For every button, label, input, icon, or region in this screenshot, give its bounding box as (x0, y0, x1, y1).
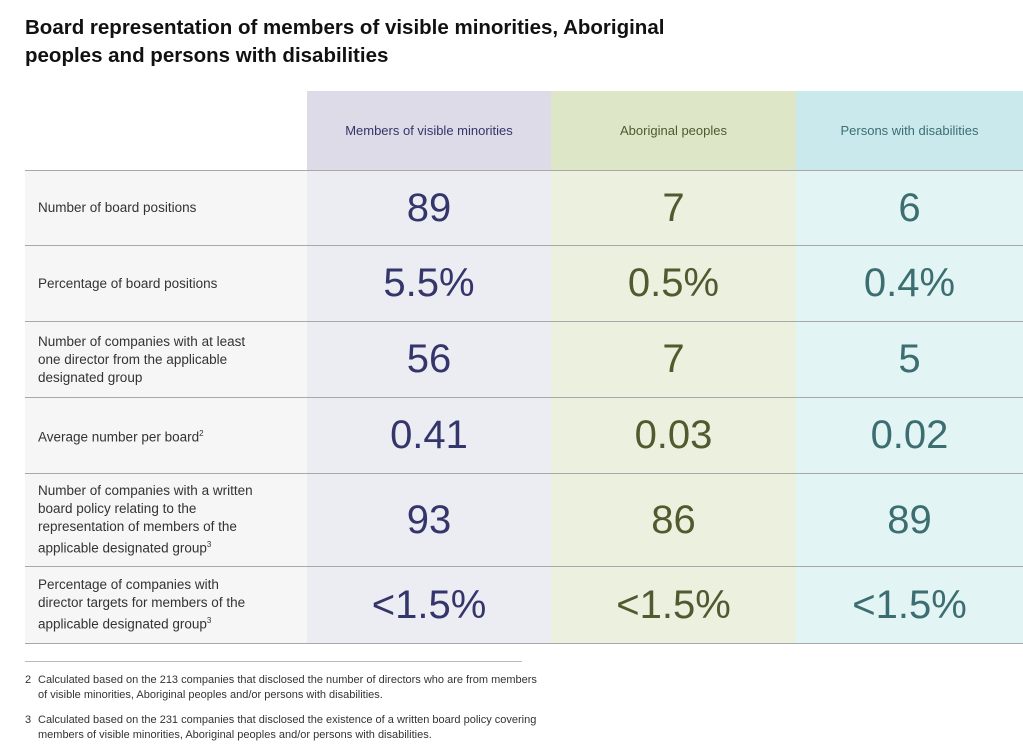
cell-value: 0.02 (796, 397, 1023, 474)
table-row: Number of companies with at least one di… (25, 321, 1023, 398)
footnote-text: Calculated based on the 213 companies th… (38, 674, 537, 701)
footnote: 2 Calculated based on the 213 companies t… (25, 673, 545, 703)
footnote-ref: 2 (199, 428, 204, 438)
cell-value: <1.5% (307, 566, 551, 644)
row-label: Average number per board2 (25, 397, 307, 474)
cell-value: 5.5% (307, 245, 551, 322)
cell-value: 0.5% (551, 245, 796, 322)
cell-value: 5 (796, 321, 1023, 398)
cell-value: 6 (796, 170, 1023, 246)
footnote-ref: 3 (206, 616, 212, 626)
cell-value: 7 (551, 170, 796, 246)
representation-table: Members of visible minorities Aboriginal… (25, 91, 1023, 644)
cell-value: 56 (307, 321, 551, 398)
cell-value: 89 (796, 473, 1023, 567)
table-row: Percentage of companies with director ta… (25, 566, 1023, 644)
row-label-text: Average number per board (38, 429, 200, 445)
row-label-text: Percentage of board positions (38, 275, 218, 291)
table-row: Percentage of board positions 5.5% 0.5% 0.4… (25, 245, 1023, 322)
cell-value: 0.4% (796, 245, 1023, 322)
row-label: Number of companies with a written board… (25, 473, 307, 567)
footnote-number: 3 (25, 714, 32, 726)
table-row: Number of companies with a written board… (25, 473, 1023, 567)
footnote-ref: 3 (206, 540, 212, 550)
page-title: Board representation of members of visib… (25, 16, 665, 67)
cell-value: 86 (551, 473, 796, 567)
footnote-number: 2 (25, 674, 32, 686)
cell-value: <1.5% (551, 566, 796, 644)
row-label: Number of companies with at least one di… (25, 321, 307, 398)
row-label: Number of board positions (25, 170, 307, 246)
footnote-text: Calculated based on the 231 companies th… (38, 714, 537, 741)
row-label-text: Percentage of companies with director ta… (38, 577, 246, 632)
table-row: Number of board positions 89 7 6 (25, 170, 1023, 246)
row-label: Percentage of board positions (25, 245, 307, 322)
table-row: Average number per board2 0.41 0.03 0.02 (25, 397, 1023, 474)
row-label-text: Number of companies with a written board… (38, 483, 253, 556)
cell-value: <1.5% (796, 566, 1023, 644)
column-header: Aboriginal peoples (551, 91, 796, 171)
row-label-text: Number of board positions (38, 200, 197, 215)
cell-value: 93 (307, 473, 551, 567)
cell-value: 0.03 (551, 397, 796, 474)
column-header: Members of visible minorities (307, 91, 551, 171)
cell-value: 0.41 (307, 397, 551, 474)
empty-header (25, 91, 307, 171)
header-row: Members of visible minorities Aboriginal… (25, 91, 1023, 171)
cell-value: 89 (307, 170, 551, 246)
row-label: Percentage of companies with director ta… (25, 566, 307, 644)
cell-value: 7 (551, 321, 796, 398)
row-label-text: Number of companies with at least one di… (38, 333, 246, 385)
column-header: Persons with disabilities (796, 91, 1023, 171)
footnote-divider (25, 661, 522, 662)
footnote: 3 Calculated based on the 231 companies t… (25, 713, 545, 743)
